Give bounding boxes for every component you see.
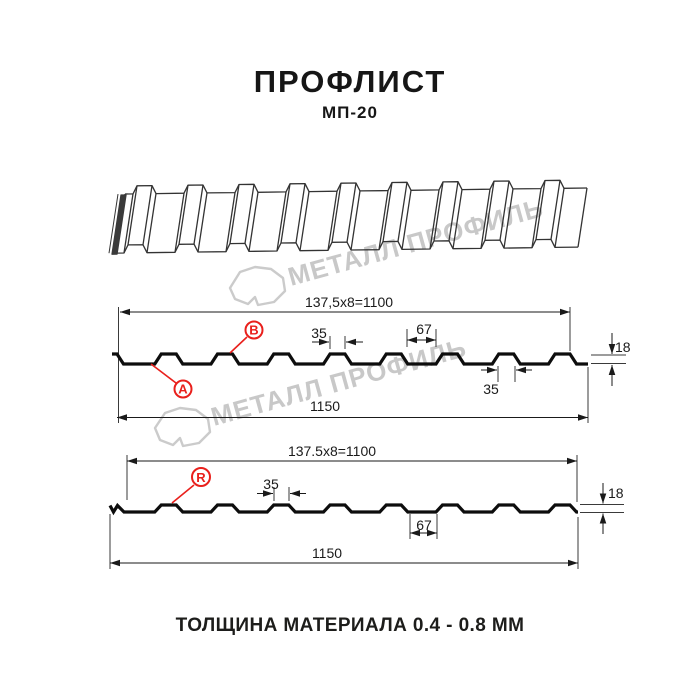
profile-outline bbox=[112, 352, 588, 366]
dim-valley: 67 bbox=[416, 321, 432, 337]
watermark-text: МЕТАЛЛ ПРОФИЛЬ bbox=[208, 332, 470, 431]
watermark-text: МЕТАЛЛ ПРОФИЛЬ bbox=[285, 192, 547, 291]
page-title: ПРОФЛИСТ bbox=[253, 64, 447, 99]
callout-a: A bbox=[150, 363, 193, 399]
dim-rib-bottom: 35 bbox=[483, 381, 499, 397]
dim-total-width: 1150 bbox=[312, 545, 342, 561]
dim-total-width: 1150 bbox=[310, 398, 340, 414]
material-thickness-note: ТОЛЩИНА МАТЕРИАЛА 0.4 - 0.8 ММ bbox=[175, 615, 525, 636]
label-r: R bbox=[196, 470, 206, 485]
dim-height: 18 bbox=[615, 339, 631, 355]
dim-rib-top: 35 bbox=[263, 476, 279, 492]
watermark-lower: МЕТАЛЛ ПРОФИЛЬ bbox=[153, 332, 470, 448]
dim-working-width: 137,5x8=1100 bbox=[305, 294, 393, 310]
profile-outline bbox=[108, 502, 578, 516]
cross-section-top: 137,5x8=1100 1150 35 67 18 35 A B bbox=[112, 294, 631, 423]
label-b: B bbox=[249, 323, 258, 338]
dim-rib-top: 35 bbox=[311, 325, 327, 341]
metall-profil-logo-icon bbox=[228, 265, 287, 307]
dim-valley: 67 bbox=[416, 517, 432, 533]
profile-model: МП-20 bbox=[322, 103, 378, 122]
sheet-3d-view bbox=[108, 179, 588, 255]
dim-working-width: 137.5x8=1100 bbox=[288, 443, 376, 459]
dim-height: 18 bbox=[608, 485, 624, 501]
cross-section-bottom: 137.5x8=1100 1150 35 67 18 R bbox=[108, 443, 624, 569]
label-a: A bbox=[178, 382, 188, 397]
callout-r: R bbox=[171, 467, 211, 504]
metall-profil-logo-icon bbox=[153, 406, 212, 448]
callout-b: B bbox=[229, 320, 264, 354]
